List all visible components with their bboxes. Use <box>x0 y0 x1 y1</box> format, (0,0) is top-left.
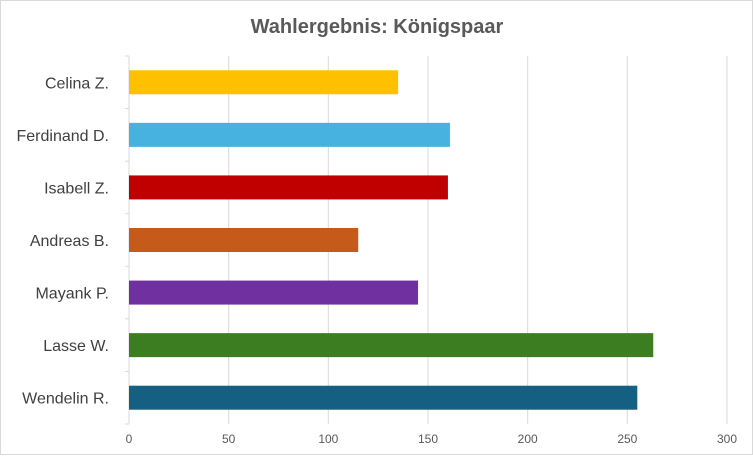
category-label: Lasse W. <box>43 338 109 355</box>
bar-andreas-b <box>129 228 359 252</box>
category-label: Isabell Z. <box>44 180 109 197</box>
bar-lasse-w <box>129 333 654 358</box>
x-tick-label: 200 <box>518 432 538 446</box>
x-tick-label: 0 <box>126 432 133 446</box>
x-axis-tick-labels: 0 50 100 150 200 250 300 <box>126 432 738 446</box>
category-label: Wendelin R. <box>22 391 109 408</box>
category-label: Mayank P. <box>35 286 109 303</box>
category-label: Andreas B. <box>30 233 109 250</box>
category-label: Ferdinand D. <box>17 128 110 145</box>
x-tick-label: 150 <box>418 432 438 446</box>
chart-title: Wahlergebnis: Königspaar <box>251 16 504 38</box>
category-labels: Celina Z. Ferdinand D. Isabell Z. Andreas B… <box>17 75 110 407</box>
bar-isabell-z <box>129 175 448 200</box>
bar-mayank-p <box>129 280 419 305</box>
category-label: Celina Z. <box>45 75 109 92</box>
bars <box>129 70 654 410</box>
bar-celina-z <box>129 70 399 95</box>
x-tick-label: 100 <box>318 432 338 446</box>
gridlines <box>125 55 728 425</box>
bar-ferdinand-d <box>129 122 450 147</box>
x-tick-label: 250 <box>617 432 637 446</box>
x-tick-label: 50 <box>222 432 236 446</box>
bar-wendelin-r <box>129 385 638 410</box>
x-tick-label: 300 <box>717 432 737 446</box>
